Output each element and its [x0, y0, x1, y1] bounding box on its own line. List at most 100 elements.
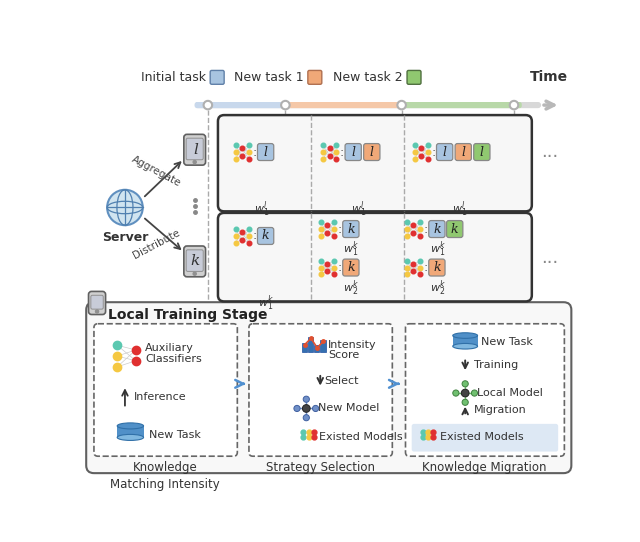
Ellipse shape	[117, 423, 143, 429]
FancyBboxPatch shape	[91, 295, 103, 309]
Text: k: k	[262, 229, 269, 242]
Text: ...: ...	[541, 249, 558, 267]
Text: New Model: New Model	[318, 403, 380, 414]
FancyBboxPatch shape	[218, 213, 532, 301]
Text: $w_1^l$: $w_1^l$	[351, 200, 367, 220]
Circle shape	[193, 272, 196, 275]
Text: $w_1^k$: $w_1^k$	[258, 293, 274, 313]
Circle shape	[303, 405, 310, 412]
FancyBboxPatch shape	[218, 115, 532, 211]
Text: Server: Server	[102, 230, 148, 243]
Text: Migration: Migration	[474, 405, 527, 415]
Text: k: k	[433, 223, 441, 236]
Circle shape	[95, 310, 99, 313]
Text: New task 2: New task 2	[333, 71, 403, 84]
FancyBboxPatch shape	[186, 250, 204, 272]
Text: k: k	[433, 261, 441, 274]
Circle shape	[452, 390, 459, 396]
FancyBboxPatch shape	[257, 228, 274, 244]
FancyBboxPatch shape	[343, 221, 359, 237]
Text: New Task: New Task	[149, 430, 201, 440]
FancyBboxPatch shape	[345, 144, 362, 160]
FancyBboxPatch shape	[343, 259, 359, 276]
FancyBboxPatch shape	[249, 324, 392, 456]
Text: :: :	[431, 146, 435, 159]
FancyBboxPatch shape	[429, 221, 445, 237]
Circle shape	[312, 405, 319, 411]
Text: Aggregate: Aggregate	[129, 154, 182, 189]
Bar	[320, 340, 326, 352]
Text: :: :	[337, 223, 342, 236]
Text: New Task: New Task	[481, 337, 533, 347]
Text: $w_2^k$: $w_2^k$	[430, 279, 446, 298]
FancyBboxPatch shape	[455, 144, 472, 160]
Ellipse shape	[452, 333, 477, 338]
Text: Training: Training	[474, 360, 518, 370]
FancyBboxPatch shape	[402, 102, 522, 108]
FancyBboxPatch shape	[447, 221, 463, 237]
Text: k: k	[451, 223, 458, 236]
FancyBboxPatch shape	[429, 259, 445, 276]
FancyBboxPatch shape	[94, 324, 237, 456]
FancyBboxPatch shape	[186, 138, 204, 160]
Text: Local Training Stage: Local Training Stage	[108, 308, 268, 322]
Circle shape	[462, 380, 468, 387]
Text: :: :	[423, 261, 428, 274]
Text: l: l	[443, 146, 447, 159]
Text: $w_2^k$: $w_2^k$	[343, 279, 360, 298]
FancyBboxPatch shape	[308, 70, 322, 85]
Text: k: k	[347, 223, 355, 236]
FancyBboxPatch shape	[86, 302, 572, 473]
FancyBboxPatch shape	[364, 144, 380, 160]
FancyBboxPatch shape	[88, 292, 106, 314]
Text: Inference: Inference	[134, 392, 187, 402]
Text: Knowledge Migration: Knowledge Migration	[422, 461, 547, 474]
Bar	[452, 335, 477, 346]
FancyBboxPatch shape	[257, 144, 274, 160]
Text: $w_1^k$: $w_1^k$	[343, 240, 360, 260]
Circle shape	[294, 405, 300, 411]
Bar	[117, 426, 143, 438]
Text: k: k	[347, 261, 355, 274]
Ellipse shape	[452, 344, 477, 349]
Circle shape	[462, 399, 468, 405]
Text: :: :	[337, 261, 342, 274]
Text: $w_1^k$: $w_1^k$	[430, 240, 446, 260]
Circle shape	[303, 415, 309, 421]
FancyBboxPatch shape	[406, 324, 564, 456]
Circle shape	[397, 101, 406, 109]
FancyBboxPatch shape	[184, 246, 205, 277]
Text: :: :	[423, 223, 428, 236]
Text: l: l	[370, 146, 374, 159]
Text: l: l	[264, 146, 268, 159]
Text: Knowledge
Matching Intensity: Knowledge Matching Intensity	[110, 461, 220, 491]
Text: Local Model: Local Model	[477, 388, 543, 398]
Bar	[314, 345, 319, 352]
Text: Strategy Selection: Strategy Selection	[266, 461, 375, 474]
FancyBboxPatch shape	[436, 144, 452, 160]
FancyBboxPatch shape	[285, 102, 402, 108]
Bar	[308, 337, 313, 352]
Circle shape	[193, 160, 196, 164]
Text: ...: ...	[541, 143, 558, 161]
Text: Time: Time	[530, 70, 568, 85]
FancyBboxPatch shape	[474, 144, 490, 160]
Text: Select: Select	[324, 376, 358, 386]
Circle shape	[461, 389, 469, 397]
Text: :: :	[252, 146, 256, 159]
Text: New task 1: New task 1	[234, 71, 303, 84]
Circle shape	[472, 390, 477, 396]
Text: :: :	[252, 229, 256, 242]
Ellipse shape	[117, 434, 143, 441]
FancyBboxPatch shape	[412, 424, 558, 451]
Text: Classifiers: Classifiers	[145, 354, 202, 364]
Text: l: l	[480, 146, 484, 159]
Circle shape	[303, 396, 309, 402]
FancyBboxPatch shape	[210, 70, 224, 85]
Text: k: k	[191, 254, 200, 268]
Text: Existed Models: Existed Models	[440, 432, 524, 442]
Text: Distribute: Distribute	[131, 228, 181, 261]
Text: l: l	[351, 146, 355, 159]
Bar	[301, 343, 307, 352]
Circle shape	[281, 101, 290, 109]
